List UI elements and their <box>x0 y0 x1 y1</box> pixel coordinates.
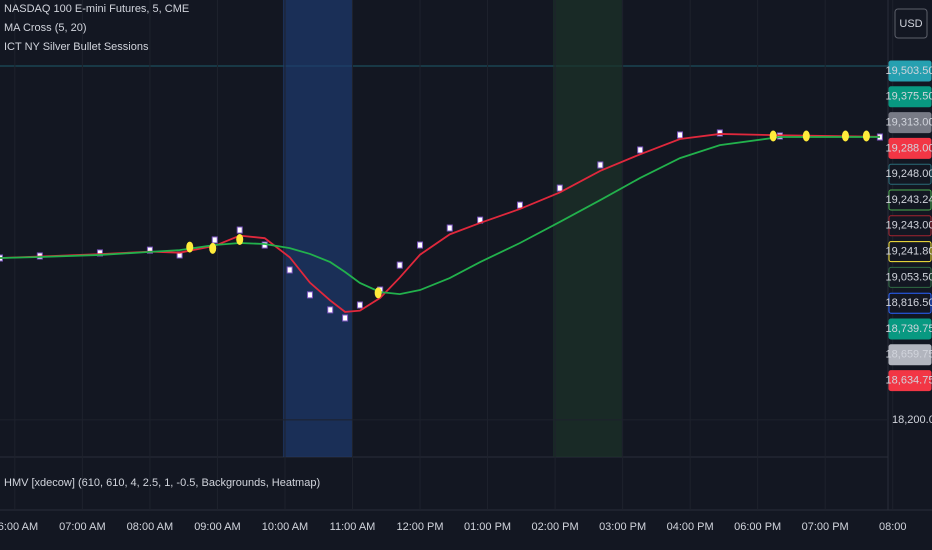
x-tick-label: 08:00 <box>879 521 907 533</box>
ma-line <box>0 133 880 313</box>
session-band <box>553 0 622 457</box>
candle <box>356 301 363 309</box>
indicator-label: ICT NY Silver Bullet Sessions <box>4 41 149 53</box>
x-tick-label: 07:00 AM <box>59 521 105 533</box>
x-tick-label: 02:00 PM <box>532 521 579 533</box>
candle <box>516 201 523 209</box>
candle <box>446 224 453 232</box>
price-label-box <box>888 318 932 340</box>
cross-marker <box>374 287 382 299</box>
price-label: 18,659.75 <box>886 349 932 361</box>
price-label-box <box>888 163 932 185</box>
cross-marker <box>769 130 777 142</box>
price-label: 19,248.00 <box>886 168 932 180</box>
x-tick-label: 10:00 AM <box>262 521 308 533</box>
candle <box>146 246 153 254</box>
candle <box>597 161 604 169</box>
x-tick-label: 06:00 AM <box>0 521 38 533</box>
cross-marker <box>841 130 849 142</box>
candle <box>306 291 313 299</box>
candle <box>417 241 424 249</box>
currency[interactable]: USD <box>899 18 922 30</box>
price-label: 19,243.00 <box>886 220 932 232</box>
x-tick-label: 09:00 AM <box>194 521 240 533</box>
x-tick-label: 11:00 AM <box>330 521 376 533</box>
price-label-box <box>888 344 932 366</box>
cross-marker <box>236 233 244 245</box>
x-tick-label: 03:00 PM <box>599 521 646 533</box>
price-label-box <box>888 112 932 134</box>
price-label-box <box>888 137 932 159</box>
x-tick-label: 06:00 PM <box>734 521 781 533</box>
x-tick-label: 01:00 PM <box>464 521 511 533</box>
x-tick-label: 07:00 PM <box>802 521 849 533</box>
candle <box>342 314 349 322</box>
price-label: 18,816.50 <box>886 297 932 309</box>
price-label: 19,243.24 <box>886 194 932 206</box>
price-label: 18,739.75 <box>886 323 932 335</box>
x-tick-label: 08:00 AM <box>127 521 173 533</box>
price-label: 19,313.00 <box>886 117 932 129</box>
price-label: 19,288.00 <box>886 142 932 154</box>
cross-marker <box>802 130 810 142</box>
price-label-box <box>888 189 932 211</box>
candle <box>556 184 563 192</box>
indicator-label: MA Cross (5, 20) <box>4 22 87 34</box>
candle <box>96 249 103 257</box>
price-label-box <box>888 292 932 314</box>
price-label: 19,241.80 <box>886 246 932 258</box>
price-label-box <box>888 241 932 263</box>
price-label: 19,053.50 <box>886 271 932 283</box>
price-label-box <box>888 60 932 82</box>
price-label-box <box>888 86 932 108</box>
price-label-box <box>888 215 932 237</box>
chart-title: NASDAQ 100 E-mini Futures, 5, CME <box>4 3 189 15</box>
ma-line <box>0 136 880 296</box>
y-tick-label: 18,200.00 <box>892 414 932 426</box>
lower-pane-title: HMV [xdecow] (610, 610, 4, 2.5, 1, -0.5,… <box>4 477 320 489</box>
session-band <box>282 0 353 457</box>
price-label: 19,503.50 <box>886 65 932 77</box>
cross-marker <box>209 242 217 254</box>
cross-marker <box>186 241 194 253</box>
candle <box>716 129 723 137</box>
price-label-box <box>888 370 932 392</box>
x-tick-label: 04:00 PM <box>667 521 714 533</box>
candle <box>286 266 293 274</box>
price-label-box <box>888 266 932 288</box>
candle <box>211 236 218 244</box>
x-tick-label: 12:00 PM <box>396 521 443 533</box>
price-label: 19,375.50 <box>886 91 932 103</box>
candle <box>396 261 403 269</box>
candle <box>327 306 334 314</box>
currency-button[interactable] <box>894 8 928 39</box>
candle <box>236 226 243 234</box>
cross-marker <box>862 130 870 142</box>
candle <box>677 131 684 139</box>
candle <box>637 146 644 154</box>
price-label: 18,634.75 <box>886 375 932 387</box>
